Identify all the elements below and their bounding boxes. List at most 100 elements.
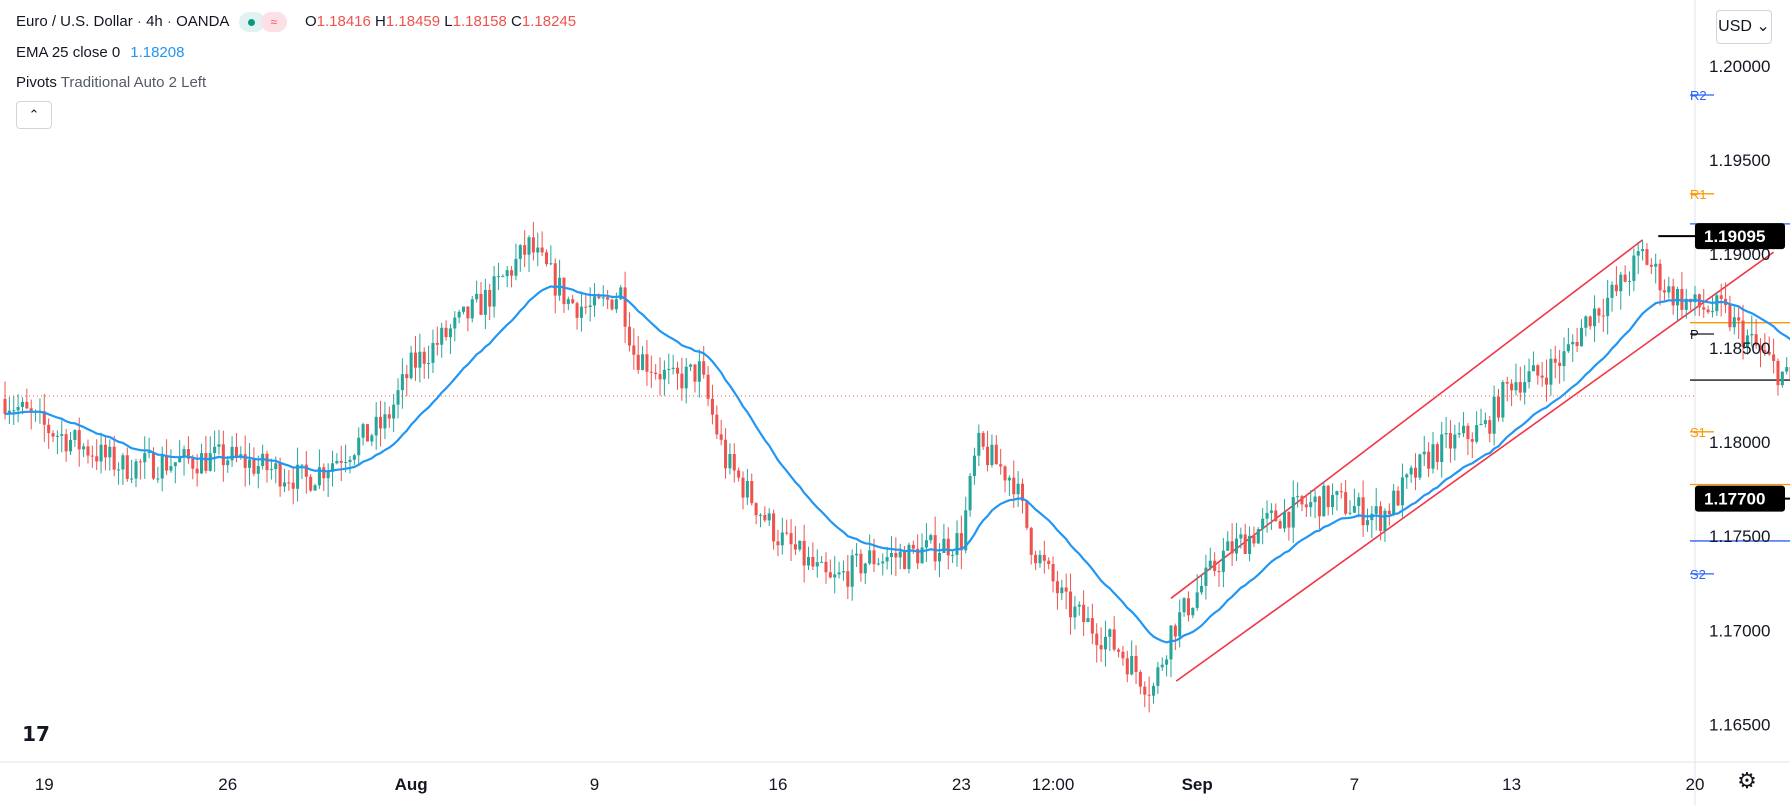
candle-body	[1745, 335, 1749, 347]
gear-icon[interactable]: ⚙	[1737, 769, 1757, 794]
currency-select[interactable]: USD ⌄	[1716, 10, 1772, 44]
candle-body	[1313, 496, 1317, 503]
candle-body	[1636, 251, 1640, 256]
candle-body	[365, 424, 369, 442]
candle-body	[1483, 420, 1487, 424]
x-tick-label: 12:00	[1032, 775, 1075, 794]
candle-body	[1780, 371, 1784, 386]
candle-body	[243, 454, 247, 468]
candle-body	[1610, 284, 1614, 298]
candle-body	[1230, 541, 1234, 554]
candle-body	[1221, 550, 1225, 572]
candle-body	[863, 563, 867, 574]
candle-body	[1178, 612, 1182, 637]
candle-body	[1012, 477, 1016, 495]
candle-body	[95, 456, 99, 462]
candle-body	[1077, 604, 1081, 607]
interval-label[interactable]: 4h	[146, 12, 163, 30]
candle-body	[213, 446, 217, 454]
candle-body	[1767, 351, 1771, 355]
tradingview-logo[interactable]: 17	[22, 722, 50, 746]
candle-body	[523, 245, 527, 255]
candle-body	[553, 263, 557, 296]
candle-body	[51, 433, 55, 437]
candle-body	[758, 514, 763, 516]
ema-value: 1.18208	[130, 44, 185, 61]
candle-body	[929, 535, 933, 541]
candle-body	[1758, 345, 1763, 351]
candle-body	[579, 306, 583, 318]
candle-body	[1287, 511, 1291, 528]
candle-body	[239, 454, 243, 457]
candle-body	[1448, 433, 1452, 449]
candle-body	[544, 252, 549, 265]
candle-body	[1060, 587, 1064, 594]
candle-body	[1374, 506, 1378, 514]
candle-body	[182, 449, 186, 458]
candle-body	[540, 247, 544, 253]
candle-body	[1042, 554, 1046, 561]
candle-body	[1614, 284, 1618, 292]
candle-body	[610, 299, 614, 310]
symbol-name[interactable]: Euro / U.S. Dollar	[16, 12, 133, 30]
candle-body	[1553, 358, 1557, 363]
candle-body	[1055, 581, 1059, 594]
candle-body	[422, 351, 426, 364]
candle-body	[309, 476, 313, 491]
candle-body	[1252, 535, 1256, 544]
candle-body	[90, 455, 94, 457]
high-label: H	[375, 12, 386, 30]
candle-body	[383, 414, 387, 429]
candle-body	[1025, 500, 1029, 528]
candle-body	[667, 368, 671, 370]
candle-body	[440, 327, 444, 345]
candle-body	[662, 369, 666, 380]
candle-body	[1200, 585, 1204, 593]
candle-body	[715, 414, 719, 435]
candle-body	[1435, 444, 1439, 463]
ema-legend[interactable]: EMA 25 close 0 1.18208	[16, 44, 184, 61]
candle-body	[1492, 396, 1496, 434]
candle-body	[466, 306, 470, 319]
ohlc-readout: O1.18416 H1.18459 L1.18158 C1.18245	[305, 13, 576, 30]
chevron-up-icon[interactable]: ⌃	[16, 101, 52, 129]
candle-body	[304, 464, 308, 477]
candle-body	[448, 328, 452, 338]
candle-body	[1601, 315, 1605, 317]
candle-body	[86, 446, 90, 456]
candle-body	[1051, 564, 1055, 582]
pivots-legend[interactable]: Pivots Traditional Auto 2 Left	[16, 74, 206, 91]
candle-body	[1309, 502, 1313, 508]
candle-body	[763, 514, 767, 521]
ema-line	[4, 285, 1790, 644]
candle-body	[326, 471, 330, 479]
candle-body	[199, 453, 204, 474]
candle-body	[911, 544, 915, 549]
candle-body	[732, 454, 736, 471]
candle-body	[12, 410, 16, 412]
wave-icon[interactable]: ≈	[260, 12, 287, 32]
status-badges[interactable]: ≈	[238, 12, 287, 32]
pivot-label: R1	[1690, 187, 1707, 202]
candle-body	[352, 455, 356, 460]
candle-body	[1143, 686, 1147, 695]
candle-body	[614, 299, 618, 310]
y-tick-label: 1.18500	[1709, 339, 1770, 358]
candle-body	[173, 462, 177, 467]
high-value: 1.18459	[385, 12, 441, 30]
candle-body	[234, 446, 238, 457]
candle-body	[549, 263, 553, 265]
candle-body	[221, 444, 225, 466]
candle-body	[1204, 567, 1208, 586]
candle-body	[1365, 520, 1370, 526]
candle-body	[287, 482, 291, 484]
candle-body	[335, 460, 339, 464]
candle-body	[3, 398, 7, 414]
candle-body	[951, 554, 955, 556]
candle-body	[479, 293, 483, 315]
candle-body	[606, 297, 610, 300]
market-open-badge[interactable]	[238, 12, 265, 32]
currency-label: USD	[1718, 18, 1752, 35]
candle-body	[1331, 494, 1335, 508]
